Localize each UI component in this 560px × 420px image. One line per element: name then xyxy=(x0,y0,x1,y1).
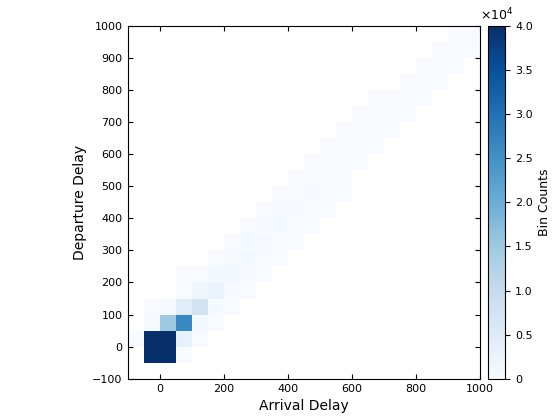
Y-axis label: Bin Counts: Bin Counts xyxy=(538,168,551,236)
X-axis label: Arrival Delay: Arrival Delay xyxy=(259,399,349,413)
Y-axis label: Departure Delay: Departure Delay xyxy=(73,145,87,260)
Title: $\times10^4$: $\times10^4$ xyxy=(480,7,513,24)
